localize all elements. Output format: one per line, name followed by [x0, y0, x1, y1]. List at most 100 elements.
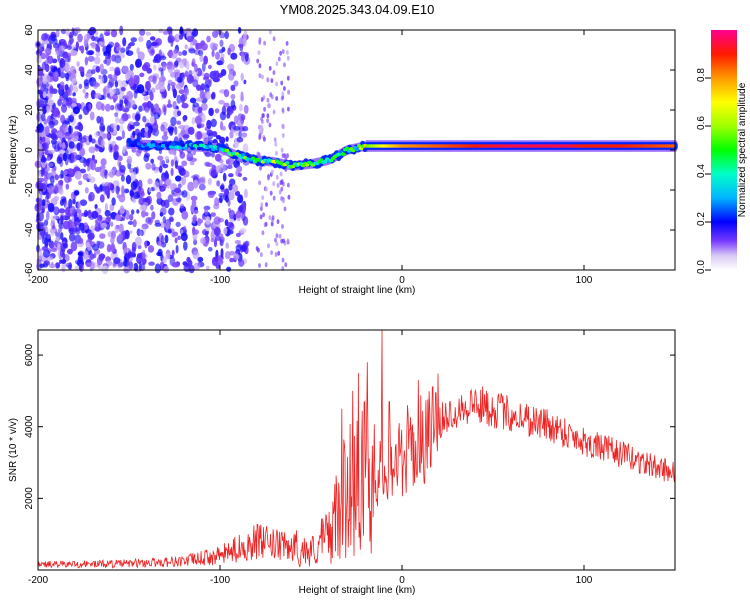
noise-speckle — [113, 151, 119, 161]
noise-speckle — [121, 185, 125, 196]
noise-speckle — [192, 214, 197, 223]
noise-speckle — [56, 156, 63, 165]
noise-speckle — [43, 260, 50, 266]
noise-speckle — [228, 209, 236, 220]
noise-speckle — [129, 63, 134, 71]
noise-speckle — [189, 41, 194, 48]
noise-speckle — [201, 62, 206, 72]
noise-speckle — [215, 51, 220, 60]
noise-speckle — [44, 219, 49, 226]
colorbar-label: Normalized spectral amplitude — [737, 82, 748, 217]
noise-speckle — [65, 206, 71, 217]
noise-speckle — [182, 50, 188, 56]
noise-speckle — [55, 50, 61, 56]
noise-speckle — [211, 151, 215, 158]
colorbar-gradient — [711, 30, 737, 270]
noise-speckle — [176, 110, 182, 117]
noise-speckle — [192, 230, 198, 235]
noise-speckle — [279, 171, 283, 177]
noise-speckle — [109, 66, 115, 72]
noise-speckle — [154, 54, 161, 63]
noise-speckle — [78, 265, 83, 270]
noise-speckle — [74, 216, 79, 222]
snr-frame — [37, 329, 676, 571]
noise-speckle — [99, 169, 106, 177]
noise-speckle — [142, 257, 147, 265]
y-tick-label: 0 — [24, 147, 35, 153]
noise-speckle — [52, 215, 59, 220]
noise-speckle — [174, 160, 179, 168]
noise-speckle — [86, 33, 91, 40]
noise-speckle — [281, 257, 285, 263]
noise-speckle — [190, 77, 195, 82]
noise-speckle — [106, 93, 110, 98]
noise-speckle — [68, 232, 76, 242]
noise-speckle — [190, 195, 198, 201]
noise-speckle — [91, 138, 96, 144]
noise-speckle — [181, 102, 189, 109]
noise-speckle — [67, 248, 73, 255]
noise-speckle — [45, 105, 53, 112]
noise-speckle — [286, 238, 290, 244]
noise-speckle — [111, 54, 117, 62]
noise-speckle — [150, 204, 154, 211]
noise-speckle — [78, 180, 83, 186]
noise-speckle — [118, 223, 124, 233]
noise-speckle — [191, 199, 197, 208]
noise-speckle — [223, 89, 230, 98]
noise-speckle — [242, 143, 249, 153]
noise-speckle — [61, 242, 66, 253]
noise-speckle — [103, 59, 107, 65]
noise-speckle — [219, 163, 226, 173]
noise-speckle — [44, 48, 52, 54]
noise-speckle — [229, 257, 235, 263]
noise-speckle — [131, 209, 135, 215]
noise-speckle — [226, 266, 232, 272]
noise-speckle — [110, 236, 115, 244]
noise-speckle — [287, 182, 290, 188]
ridge-core — [341, 152, 346, 156]
noise-speckle — [242, 34, 247, 44]
noise-speckle — [275, 241, 279, 247]
noise-speckle — [181, 210, 189, 220]
noise-speckle — [46, 210, 50, 221]
noise-speckle — [210, 230, 215, 240]
noise-speckle — [47, 149, 55, 154]
noise-speckle — [207, 190, 215, 199]
noise-speckle — [147, 178, 153, 185]
noise-speckle — [114, 224, 120, 234]
noise-speckle — [128, 77, 135, 87]
noise-speckle — [71, 44, 77, 49]
noise-speckle — [72, 92, 76, 97]
noise-speckle — [53, 185, 59, 195]
noise-speckle — [230, 121, 236, 129]
noise-speckle — [57, 131, 63, 137]
noise-speckle — [175, 244, 179, 254]
noise-speckle — [197, 106, 203, 114]
noise-speckle — [50, 34, 57, 42]
noise-speckle — [274, 141, 278, 147]
noise-speckle — [244, 53, 249, 62]
noise-speckle — [219, 236, 225, 243]
noise-speckle — [141, 223, 149, 230]
noise-speckle — [76, 61, 80, 67]
noise-speckle — [100, 222, 107, 229]
noise-speckle — [99, 76, 104, 84]
noise-speckle — [120, 47, 126, 54]
noise-speckle — [133, 90, 138, 99]
noise-speckle — [83, 209, 88, 218]
spectrogram-x-ticks: -200 -100 0 100 — [28, 30, 593, 286]
noise-speckle — [163, 131, 167, 136]
noise-speckle — [180, 94, 186, 104]
noise-speckle — [211, 49, 215, 58]
noise-speckle — [164, 170, 169, 179]
noise-speckle — [138, 36, 144, 43]
noise-speckle — [235, 210, 242, 219]
noise-speckle — [127, 155, 133, 165]
noise-speckle — [218, 99, 225, 105]
noise-speckle — [59, 72, 66, 79]
noise-speckle — [100, 139, 105, 149]
noise-speckle — [88, 191, 95, 202]
noise-speckle — [212, 131, 218, 137]
noise-speckle — [78, 210, 82, 220]
